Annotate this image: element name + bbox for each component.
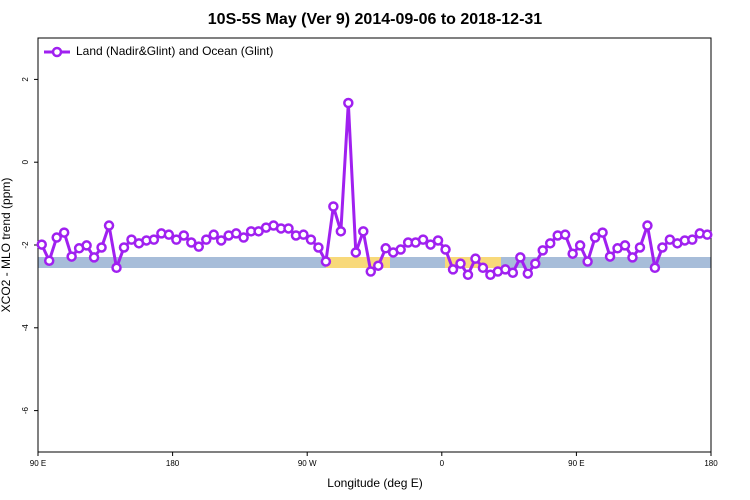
data-point [298, 229, 309, 240]
data-point [425, 239, 436, 250]
data-point [171, 234, 182, 245]
data-point [380, 243, 391, 254]
data-point [627, 252, 638, 263]
data-point [530, 258, 541, 269]
y-tick-label: -4 [21, 324, 30, 332]
x-axis-label: Longitude (deg E) [327, 476, 422, 490]
data-point [470, 253, 481, 264]
data-point [589, 232, 601, 243]
data-point [477, 262, 489, 274]
data-point [515, 252, 526, 263]
data-point [283, 223, 294, 234]
data-point [597, 227, 608, 238]
data-point [96, 242, 107, 253]
data-point [559, 229, 571, 240]
data-point [111, 262, 122, 274]
data-point [447, 264, 459, 275]
x-tick-label: 90 E [568, 459, 584, 468]
y-tick-label: 2 [21, 77, 30, 82]
x-tick-label: 0 [440, 459, 445, 468]
legend-label: Land (Nadir&Glint) and Ocean (Glint) [76, 44, 273, 58]
data-point [634, 242, 646, 253]
data-point [230, 228, 242, 239]
data-point [574, 240, 586, 251]
data-point [462, 269, 474, 281]
data-point [313, 242, 324, 253]
series-line [40, 101, 708, 277]
data-point [522, 268, 534, 279]
data-point [238, 232, 249, 243]
data-point [88, 252, 100, 263]
data-point [582, 256, 593, 267]
x-tick-label: 90 W [298, 459, 317, 468]
data-point [36, 239, 47, 250]
legend-marker [51, 46, 63, 58]
data-point [649, 262, 661, 274]
data-point [81, 240, 92, 251]
data-point [178, 230, 190, 241]
data-point [440, 244, 451, 255]
data-point [350, 247, 362, 258]
y-axis-label: XCO2 - MLO trend (ppm) [0, 178, 13, 313]
data-point [537, 245, 548, 256]
data-point [417, 234, 429, 245]
land-band [326, 257, 390, 268]
data-point [320, 256, 332, 267]
data-point [619, 240, 631, 251]
data-point [343, 97, 354, 109]
data-point [193, 241, 205, 252]
data-point [358, 226, 369, 237]
data-point [118, 242, 130, 253]
data-point [215, 235, 227, 246]
y-tick-label: -2 [21, 241, 30, 249]
data-point [642, 220, 653, 231]
x-tick-label: 180 [704, 459, 718, 468]
data-point [66, 251, 77, 262]
data-point [186, 237, 197, 248]
data-point [395, 244, 406, 255]
data-point [43, 255, 55, 266]
data-point [455, 258, 466, 269]
data-point [51, 232, 62, 243]
data-point [657, 242, 668, 253]
data-point [163, 229, 175, 240]
data-point [305, 234, 317, 245]
chart-title: 10S-5S May (Ver 9) 2014-09-06 to 2018-12… [208, 11, 543, 28]
data-point [544, 238, 556, 249]
data-point [148, 234, 160, 245]
data-point [58, 227, 70, 238]
data-point [201, 234, 212, 245]
data-point [103, 220, 115, 231]
data-point [208, 229, 219, 240]
y-tick-label: 0 [21, 159, 30, 164]
data-point [507, 267, 519, 278]
data-point [335, 226, 347, 237]
data-point [432, 235, 444, 246]
data-point [365, 266, 377, 277]
data-point [567, 248, 578, 259]
data-point [328, 201, 339, 212]
data-point [604, 251, 616, 262]
data-point [372, 260, 384, 271]
y-tick-label: -6 [21, 406, 30, 414]
data-point [702, 229, 713, 240]
data-point [687, 234, 698, 245]
x-tick-label: 180 [166, 459, 180, 468]
x-tick-label: 90 E [30, 459, 46, 468]
